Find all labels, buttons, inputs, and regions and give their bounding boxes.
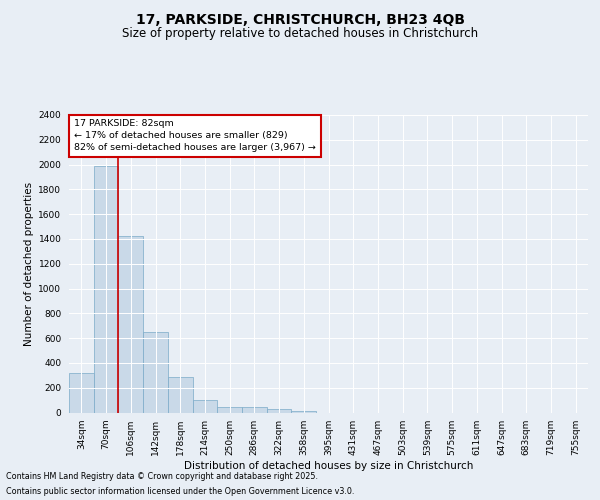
Bar: [143, 332, 168, 412]
X-axis label: Distribution of detached houses by size in Christchurch: Distribution of detached houses by size …: [184, 460, 473, 470]
Bar: [242, 407, 267, 412]
Bar: [118, 236, 143, 412]
Y-axis label: Number of detached properties: Number of detached properties: [24, 182, 34, 346]
Bar: [94, 166, 118, 412]
Text: Size of property relative to detached houses in Christchurch: Size of property relative to detached ho…: [122, 28, 478, 40]
Bar: [217, 407, 242, 412]
Text: 17 PARKSIDE: 82sqm
← 17% of detached houses are smaller (829)
82% of semi-detach: 17 PARKSIDE: 82sqm ← 17% of detached hou…: [74, 120, 316, 152]
Text: Contains HM Land Registry data © Crown copyright and database right 2025.: Contains HM Land Registry data © Crown c…: [6, 472, 318, 481]
Bar: [267, 409, 292, 412]
Text: Contains public sector information licensed under the Open Government Licence v3: Contains public sector information licen…: [6, 487, 355, 496]
Bar: [69, 373, 94, 412]
Bar: [168, 377, 193, 412]
Bar: [292, 410, 316, 412]
Text: 17, PARKSIDE, CHRISTCHURCH, BH23 4QB: 17, PARKSIDE, CHRISTCHURCH, BH23 4QB: [136, 12, 464, 26]
Bar: [193, 400, 217, 412]
